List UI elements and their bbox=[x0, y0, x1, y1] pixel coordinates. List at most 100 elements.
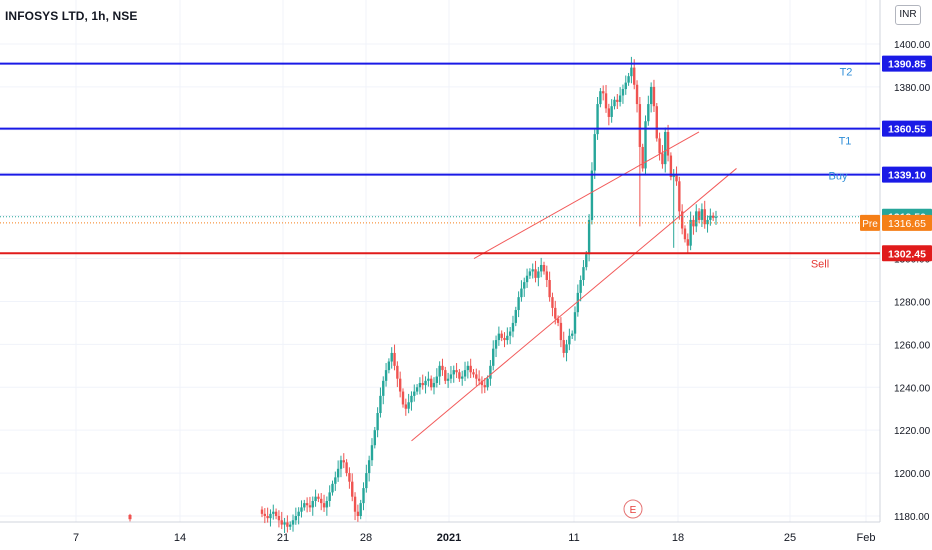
candle-body bbox=[683, 228, 687, 240]
candle-body bbox=[664, 131, 667, 165]
x-tick-label: 14 bbox=[174, 532, 186, 544]
candle-body bbox=[294, 516, 298, 521]
candle-body bbox=[638, 104, 642, 147]
candle-body bbox=[514, 310, 517, 323]
currency-button[interactable]: INR bbox=[895, 5, 921, 25]
level-price-label: 1390.85 bbox=[888, 59, 926, 71]
candle-body bbox=[537, 271, 540, 278]
candle-body bbox=[545, 271, 549, 280]
candle-body bbox=[379, 395, 382, 414]
candle-body bbox=[367, 460, 371, 474]
candle-body bbox=[678, 181, 681, 212]
candle-body bbox=[711, 215, 715, 218]
candle-body bbox=[686, 239, 690, 246]
candle-body bbox=[689, 219, 692, 246]
candle-body bbox=[286, 522, 289, 527]
candle-body bbox=[647, 104, 650, 122]
candle-body bbox=[328, 492, 331, 501]
candle-body bbox=[305, 503, 309, 506]
candle-body bbox=[570, 333, 574, 336]
candle-body bbox=[700, 209, 704, 220]
candle-body bbox=[396, 365, 399, 379]
candle-body bbox=[435, 376, 439, 383]
x-tick-label: Feb bbox=[857, 532, 876, 544]
candle-body bbox=[277, 516, 281, 521]
candle-body bbox=[551, 297, 554, 308]
candle-body bbox=[308, 505, 312, 508]
candle-body bbox=[393, 352, 396, 366]
candle-body bbox=[424, 380, 427, 386]
candle-body bbox=[644, 121, 647, 169]
candle-body bbox=[497, 333, 501, 341]
candle-body bbox=[342, 460, 345, 463]
candle-body bbox=[655, 106, 658, 139]
candle-body bbox=[300, 507, 303, 512]
candle-body bbox=[362, 488, 365, 504]
candle-body bbox=[489, 365, 492, 379]
candle-body bbox=[508, 331, 512, 336]
candle-body bbox=[452, 370, 455, 375]
candle-body bbox=[260, 509, 264, 514]
level-price-tag bbox=[882, 55, 932, 72]
candle-body bbox=[269, 513, 272, 519]
candle-body bbox=[585, 254, 588, 268]
candle-body bbox=[311, 500, 314, 508]
trend-line bbox=[473, 131, 700, 259]
candle-body bbox=[652, 86, 656, 107]
candle-body bbox=[398, 378, 402, 392]
candle-body bbox=[288, 524, 292, 527]
candle-body bbox=[494, 340, 498, 349]
candle-body bbox=[339, 460, 343, 469]
x-tick-label: 2021 bbox=[437, 532, 461, 544]
candle-body bbox=[503, 337, 506, 341]
candle-body bbox=[429, 378, 433, 388]
level-price-tag bbox=[882, 120, 932, 137]
candle-body bbox=[410, 395, 413, 403]
candle-body bbox=[334, 477, 337, 484]
candle-body bbox=[325, 500, 329, 508]
candle-body bbox=[370, 445, 374, 461]
candle-body bbox=[280, 520, 283, 525]
candle-body bbox=[520, 288, 523, 298]
y-tick-label: 1400.00 bbox=[894, 40, 931, 51]
candle-body bbox=[506, 335, 509, 341]
candle-body bbox=[714, 216, 718, 218]
candle-body bbox=[539, 264, 543, 272]
y-tick-label: 1280.00 bbox=[894, 297, 931, 308]
candle-body bbox=[604, 93, 608, 109]
candle-body bbox=[669, 155, 673, 178]
candle-body bbox=[661, 153, 664, 165]
candle-body bbox=[517, 297, 520, 311]
y-tick-label: 1260.00 bbox=[894, 340, 931, 351]
candle-body bbox=[331, 483, 334, 493]
pre-market-price-tag bbox=[882, 214, 932, 231]
candle-body bbox=[472, 372, 475, 375]
candle-body bbox=[263, 513, 267, 516]
candle-body bbox=[336, 468, 340, 478]
candle-body bbox=[283, 522, 286, 525]
candle-body bbox=[455, 370, 458, 373]
candle-body bbox=[483, 385, 486, 388]
candle-body bbox=[382, 380, 385, 396]
x-tick-label: 25 bbox=[784, 532, 796, 544]
candle-body bbox=[401, 391, 405, 405]
x-tick-label: 21 bbox=[277, 532, 289, 544]
candle-body bbox=[630, 67, 633, 77]
candle-body bbox=[579, 280, 582, 293]
candle-body bbox=[602, 91, 605, 94]
candle-body bbox=[613, 99, 616, 107]
candle-body bbox=[703, 209, 706, 225]
candle-body bbox=[466, 365, 470, 371]
level-price-label: 1302.45 bbox=[888, 248, 926, 260]
candle-body bbox=[596, 104, 599, 135]
candle-body bbox=[492, 348, 495, 366]
candle-body bbox=[680, 211, 684, 229]
level-price-label: 1339.10 bbox=[888, 170, 926, 182]
candle-body bbox=[534, 269, 537, 278]
y-tick-label: 1240.00 bbox=[894, 383, 931, 394]
candle-body bbox=[554, 307, 557, 319]
pre-market-badge bbox=[860, 214, 880, 231]
candle-body bbox=[458, 372, 461, 379]
